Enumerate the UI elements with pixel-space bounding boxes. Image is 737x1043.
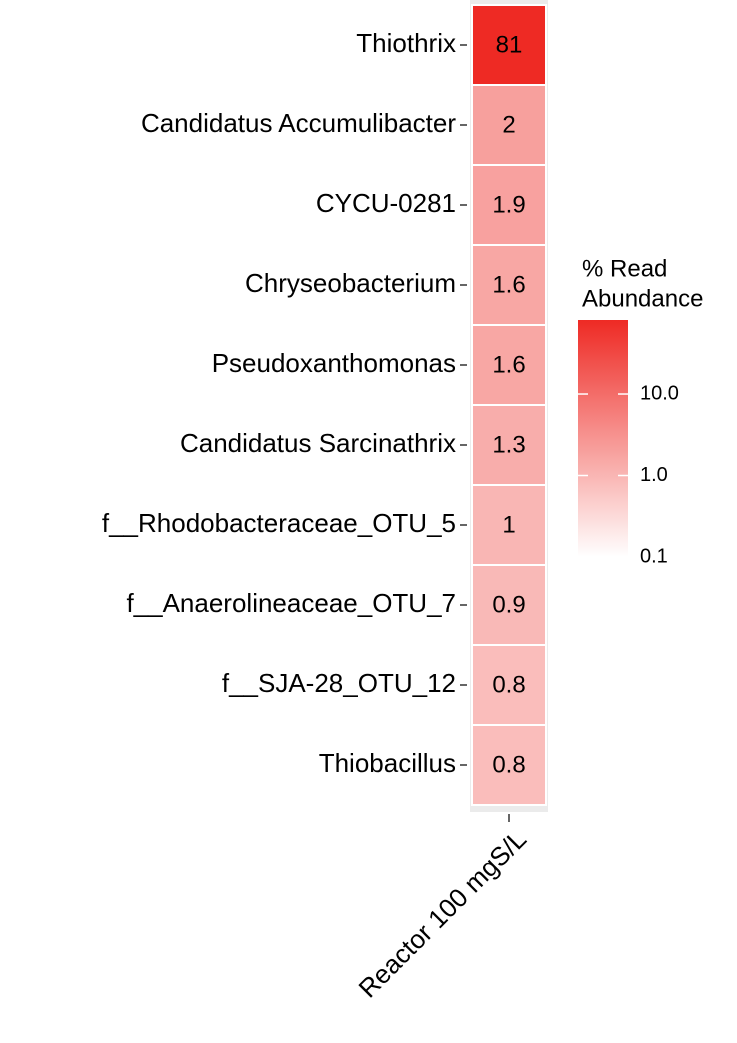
y-tick-label: Thiothrix [356, 28, 456, 58]
tile-label: 2 [502, 111, 515, 138]
y-tick-label: Candidatus Accumulibacter [141, 108, 456, 138]
y-tick-label: Candidatus Sarcinathrix [180, 428, 456, 458]
heat-tile [471, 4, 547, 86]
tile-label: 1.6 [492, 351, 525, 378]
heat-tile [471, 484, 547, 566]
tile-label: 0.9 [492, 591, 525, 618]
heat-tile [471, 724, 547, 806]
y-tick-label: f__Anaerolineaceae_OTU_7 [126, 588, 456, 618]
y-tick-label: f__SJA-28_OTU_12 [222, 668, 456, 698]
x-tick-label: Reactor 100 mgS/L [352, 824, 532, 1004]
colorbar [578, 320, 628, 557]
tile-label: 1 [502, 511, 515, 538]
legend-title: % Read [582, 255, 667, 282]
y-tick-label: Thiobacillus [319, 748, 456, 778]
tile-label: 1.6 [492, 271, 525, 298]
y-tick-label: CYCU-0281 [316, 188, 456, 218]
colorbar-tick-label: 1.0 [640, 464, 668, 486]
heat-tile [471, 644, 547, 726]
tile-label: 1.3 [492, 431, 525, 458]
heat-tile [471, 324, 547, 406]
legend-title: Abundance [582, 285, 703, 312]
heat-tile [471, 164, 547, 246]
y-tick-label: Chryseobacterium [245, 268, 456, 298]
tile-label: 1.9 [492, 191, 525, 218]
tile-label: 0.8 [492, 671, 525, 698]
heat-tile [471, 404, 547, 486]
tile-label: 81 [496, 31, 523, 58]
y-tick-label: Pseudoxanthomonas [212, 348, 456, 378]
tile-label: 0.8 [492, 751, 525, 778]
colorbar-tick-label: 10.0 [640, 382, 679, 404]
colorbar-tick-label: 0.1 [640, 545, 668, 567]
y-tick-label: f__Rhodobacteraceae_OTU_5 [102, 508, 456, 538]
